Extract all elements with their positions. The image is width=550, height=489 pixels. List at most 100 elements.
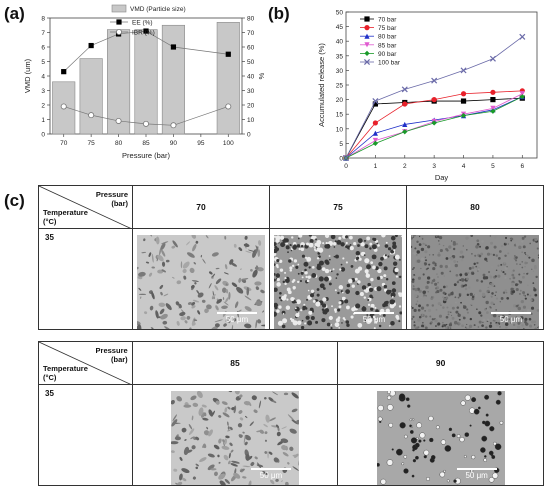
particle bbox=[531, 258, 535, 263]
particle bbox=[252, 269, 258, 278]
particle bbox=[384, 244, 389, 248]
particle bbox=[355, 290, 360, 296]
particle bbox=[280, 480, 284, 482]
particle bbox=[427, 291, 429, 293]
particle bbox=[386, 404, 394, 411]
particle bbox=[363, 289, 366, 292]
particle bbox=[445, 315, 449, 319]
particle bbox=[424, 256, 427, 259]
particle bbox=[448, 323, 453, 327]
particle bbox=[139, 296, 142, 299]
particle bbox=[316, 240, 322, 245]
particle bbox=[185, 241, 191, 246]
particle bbox=[420, 297, 422, 299]
micrograph-table-2: Pressure (bar) Temperature (°C) 85 90 35… bbox=[38, 341, 544, 486]
particle bbox=[211, 326, 219, 329]
corner-cell: Pressure (bar) Temperature (°C) bbox=[38, 185, 133, 229]
particle bbox=[309, 293, 315, 298]
particle bbox=[478, 320, 482, 324]
particle bbox=[468, 286, 471, 289]
particle bbox=[282, 452, 289, 457]
particle bbox=[296, 244, 301, 248]
particle bbox=[390, 235, 396, 241]
particle bbox=[493, 245, 497, 249]
particle bbox=[195, 463, 199, 467]
particle bbox=[143, 238, 146, 242]
particle bbox=[502, 291, 506, 294]
particle bbox=[465, 236, 469, 240]
particle bbox=[317, 263, 321, 267]
particle bbox=[527, 284, 529, 286]
particle bbox=[222, 297, 225, 301]
particle bbox=[224, 478, 230, 484]
particle bbox=[345, 289, 350, 294]
particle bbox=[330, 326, 333, 329]
particle bbox=[431, 277, 434, 280]
particle bbox=[458, 322, 461, 326]
particle bbox=[534, 327, 537, 329]
particle bbox=[188, 428, 195, 436]
particle bbox=[446, 479, 450, 483]
legend-entry: 80 bar bbox=[378, 34, 397, 41]
particle bbox=[411, 245, 413, 248]
particle bbox=[171, 245, 176, 249]
particle bbox=[289, 446, 294, 452]
particle bbox=[499, 301, 501, 303]
particle bbox=[138, 287, 142, 291]
particle bbox=[507, 318, 510, 321]
particle bbox=[466, 277, 470, 281]
particle bbox=[443, 324, 447, 327]
particle bbox=[225, 288, 229, 294]
y-axis-label: VMD (um) bbox=[23, 58, 32, 93]
particle bbox=[241, 277, 249, 281]
particle bbox=[227, 429, 231, 432]
particle bbox=[464, 287, 468, 291]
particle bbox=[520, 316, 524, 320]
particle bbox=[316, 244, 321, 248]
particle bbox=[203, 412, 207, 417]
particle bbox=[524, 295, 527, 297]
particle bbox=[148, 272, 153, 277]
particle bbox=[437, 276, 439, 278]
particle bbox=[222, 412, 230, 418]
particle bbox=[160, 242, 166, 251]
particle bbox=[151, 291, 155, 300]
particle bbox=[157, 269, 164, 274]
particle bbox=[391, 288, 397, 293]
particle bbox=[257, 319, 262, 324]
particle bbox=[521, 240, 524, 243]
particle bbox=[476, 243, 480, 246]
particle bbox=[456, 434, 461, 438]
particle bbox=[250, 268, 253, 272]
particle bbox=[299, 279, 303, 283]
particle bbox=[230, 449, 234, 453]
y2-tick-label: 0 bbox=[247, 132, 251, 139]
particle bbox=[157, 254, 164, 262]
particle bbox=[421, 321, 424, 324]
particle bbox=[471, 297, 475, 301]
particle bbox=[447, 310, 450, 314]
particle bbox=[506, 296, 510, 300]
particle bbox=[282, 318, 288, 324]
particle bbox=[470, 397, 476, 403]
particle bbox=[297, 280, 300, 284]
particle bbox=[274, 306, 278, 310]
particle bbox=[497, 264, 500, 267]
particle bbox=[238, 277, 242, 283]
particle bbox=[183, 275, 187, 280]
particle bbox=[291, 280, 295, 283]
particle bbox=[512, 269, 515, 272]
particle bbox=[345, 245, 349, 249]
particle bbox=[414, 442, 420, 448]
particle bbox=[377, 244, 380, 247]
particle bbox=[281, 310, 286, 315]
x-tick-label: 5 bbox=[491, 163, 495, 170]
particle bbox=[155, 310, 159, 319]
particle bbox=[218, 461, 221, 464]
particle bbox=[420, 267, 422, 270]
particle bbox=[414, 241, 417, 244]
particle bbox=[325, 241, 328, 245]
particle bbox=[453, 283, 457, 287]
particle bbox=[162, 320, 168, 325]
